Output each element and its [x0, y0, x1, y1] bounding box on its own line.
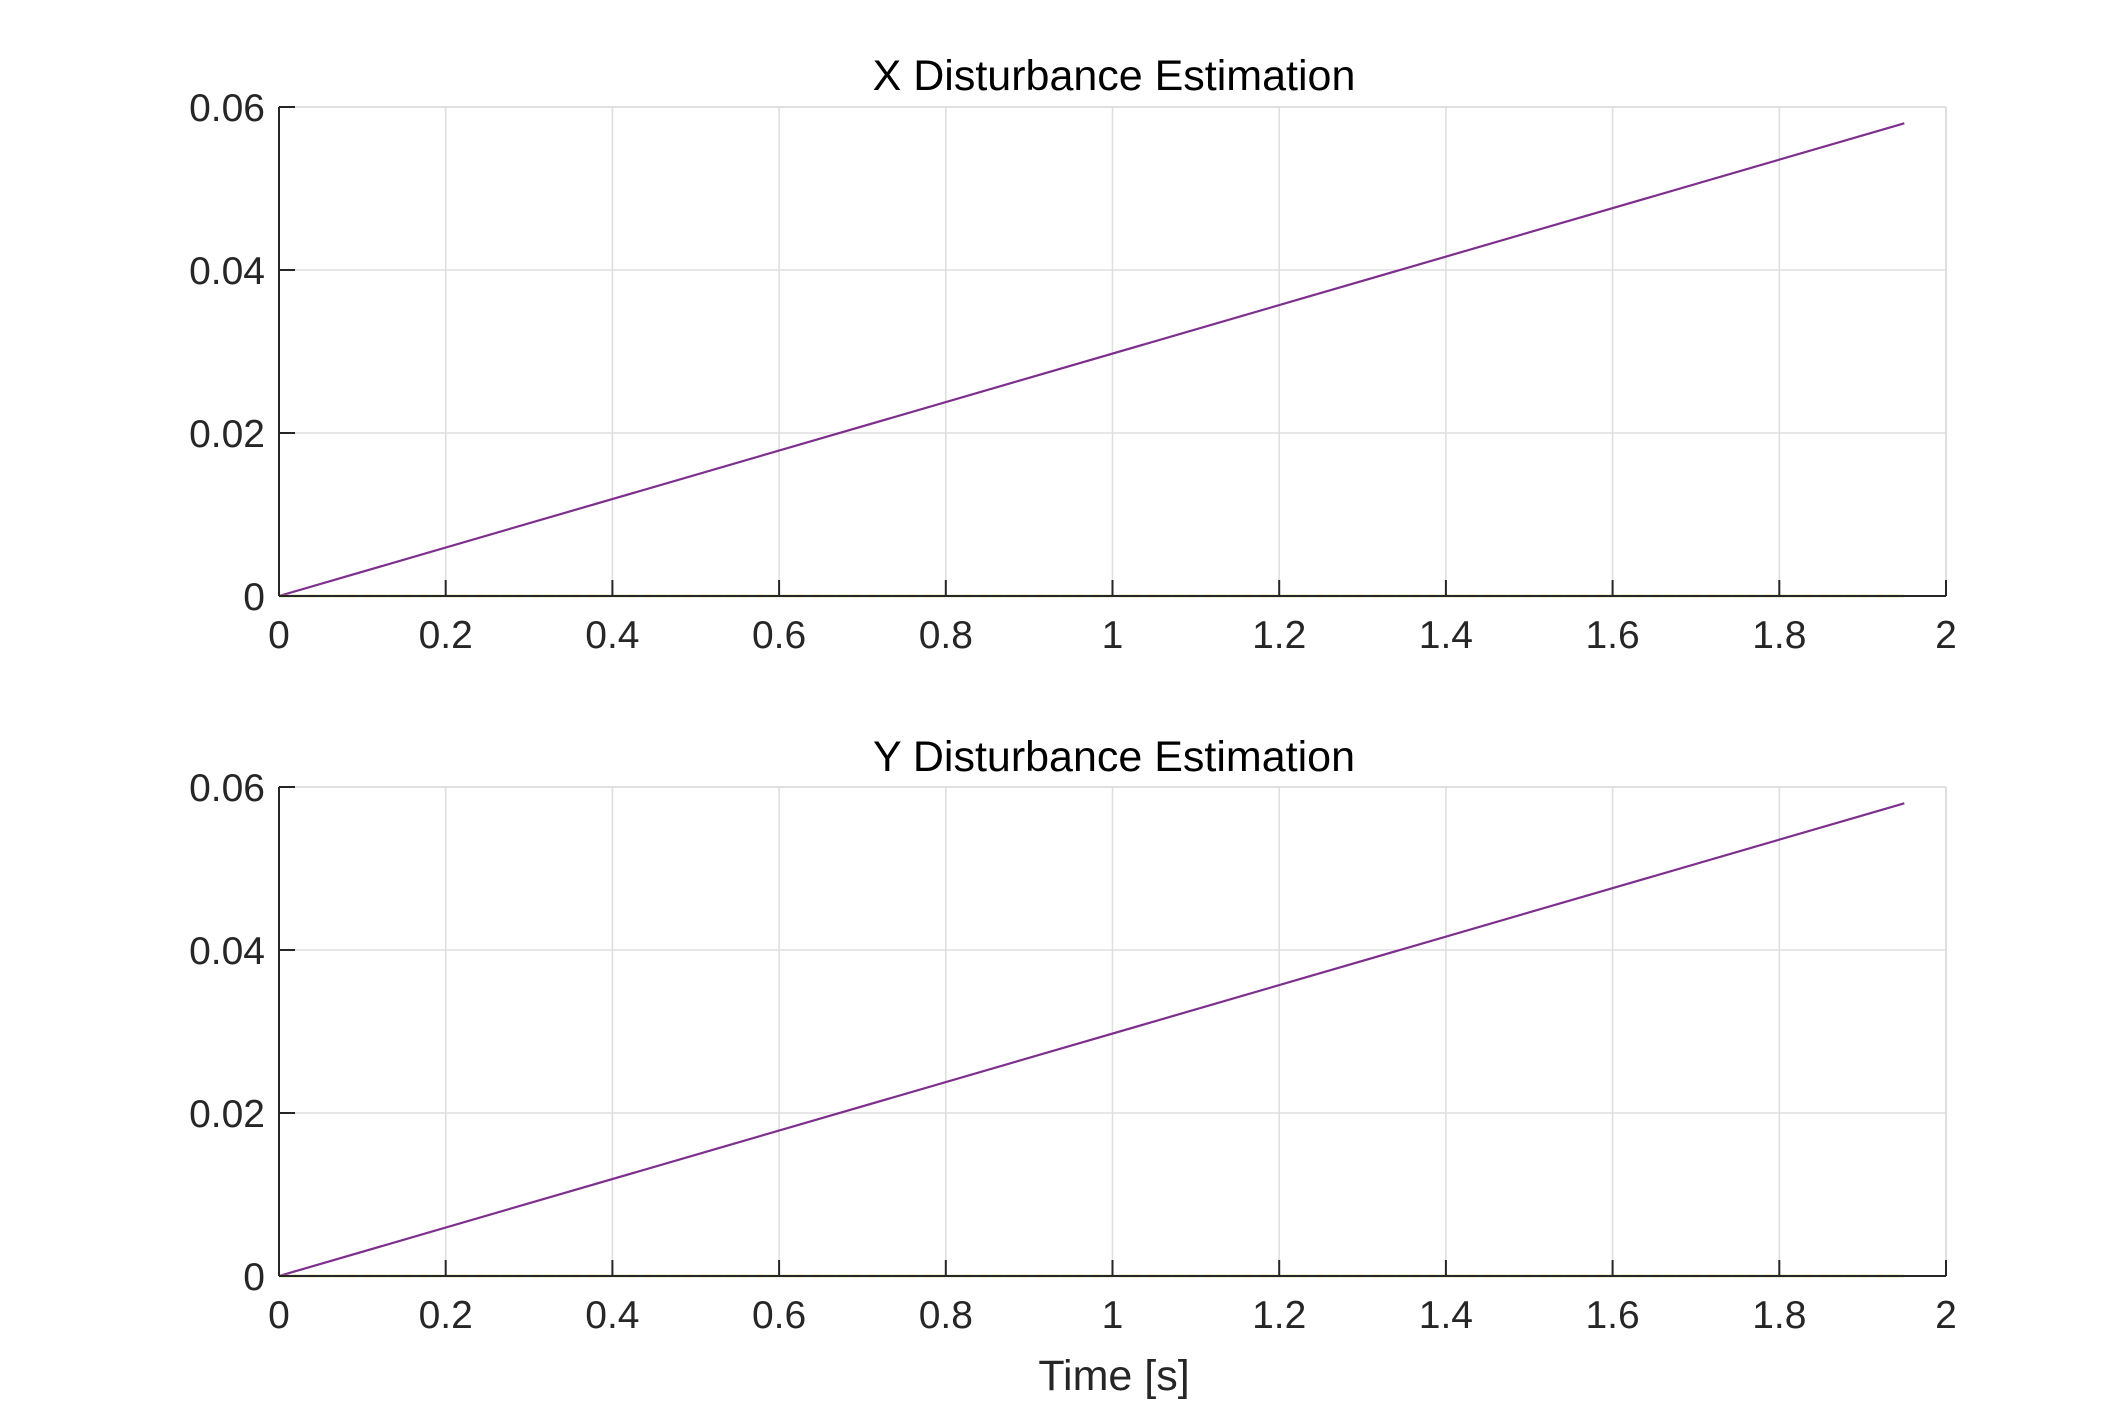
x-disturbance-title: X Disturbance Estimation — [873, 52, 1356, 100]
plot-layer: 0 0.2 0.4 0.6 0.8 1 1.2 1.4 1.6 1.8 2 0 0.02 0.04 0.06 — [189, 87, 1957, 657]
x-tick-label: 0.6 — [752, 614, 806, 657]
x-tick-label: 1 — [1102, 1294, 1124, 1337]
x-tick-label: 0 — [268, 1294, 290, 1337]
y-tick-label: 0 — [243, 1256, 265, 1299]
x-tick-label: 1.2 — [1252, 1294, 1306, 1337]
x-tick-label: 0.4 — [585, 614, 639, 657]
x-tick-label: 0.8 — [919, 1294, 973, 1337]
y-tick-label: 0 — [243, 576, 265, 619]
x-tick-label: 0.2 — [419, 1294, 473, 1337]
series-line-1 — [278, 122, 1905, 598]
x-tick-label: 0.2 — [419, 614, 473, 657]
x-tick-label: 2 — [1935, 1294, 1957, 1337]
x-tick-label: 1.6 — [1585, 1294, 1639, 1337]
x-tick-label: 2 — [1935, 614, 1957, 657]
y-tick-label: 0.02 — [189, 413, 265, 456]
series-line-1 — [278, 802, 1905, 1278]
y-tick-label: 0.04 — [189, 250, 265, 293]
x-axis-label: Time [s] — [1038, 1352, 1189, 1400]
plot-layer: 0 0.2 0.4 0.6 0.8 1 1.2 1.4 1.6 1.8 2 0 0.02 0.04 0.06 — [189, 767, 1957, 1337]
y-tick-label: 0.04 — [189, 930, 265, 973]
x-tick-label: 0.8 — [919, 614, 973, 657]
y-tick-label: 0.06 — [189, 767, 265, 810]
x-disturbance-axes: 0 0.2 0.4 0.6 0.8 1 1.2 1.4 1.6 1.8 2 0 0.02 0.04 0.06… — [189, 52, 1957, 657]
y-disturbance-axes: 0 0.2 0.4 0.6 0.8 1 1.2 1.4 1.6 1.8 2 0 0.02 0.04 0.06… — [189, 733, 1957, 1400]
x-tick-label: 0 — [268, 614, 290, 657]
x-tick-label: 1.2 — [1252, 614, 1306, 657]
x-tick-label: 1.8 — [1752, 614, 1806, 657]
x-tick-label: 1.4 — [1419, 1294, 1473, 1337]
x-tick-label: 1 — [1102, 614, 1124, 657]
x-tick-label: 1.4 — [1419, 614, 1473, 657]
y-disturbance-title: Y Disturbance Estimation — [873, 733, 1355, 781]
x-tick-label: 0.6 — [752, 1294, 806, 1337]
y-tick-label: 0.06 — [189, 87, 265, 130]
y-tick-label: 0.02 — [189, 1093, 265, 1136]
x-tick-label: 1.6 — [1585, 614, 1639, 657]
x-tick-label: 0.4 — [585, 1294, 639, 1337]
x-tick-label: 1.8 — [1752, 1294, 1806, 1337]
